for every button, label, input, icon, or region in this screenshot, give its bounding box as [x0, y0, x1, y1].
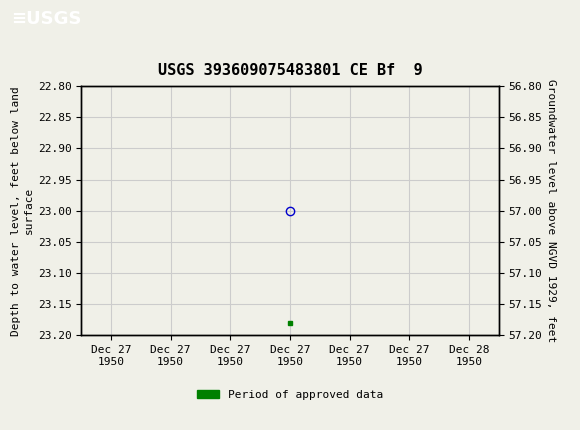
Text: ≡USGS: ≡USGS: [12, 10, 82, 28]
Text: USGS 393609075483801 CE Bf  9: USGS 393609075483801 CE Bf 9: [158, 64, 422, 78]
Legend: Period of approved data: Period of approved data: [193, 386, 387, 405]
Y-axis label: Depth to water level, feet below land
surface: Depth to water level, feet below land su…: [11, 86, 34, 335]
Y-axis label: Groundwater level above NGVD 1929, feet: Groundwater level above NGVD 1929, feet: [546, 79, 556, 342]
